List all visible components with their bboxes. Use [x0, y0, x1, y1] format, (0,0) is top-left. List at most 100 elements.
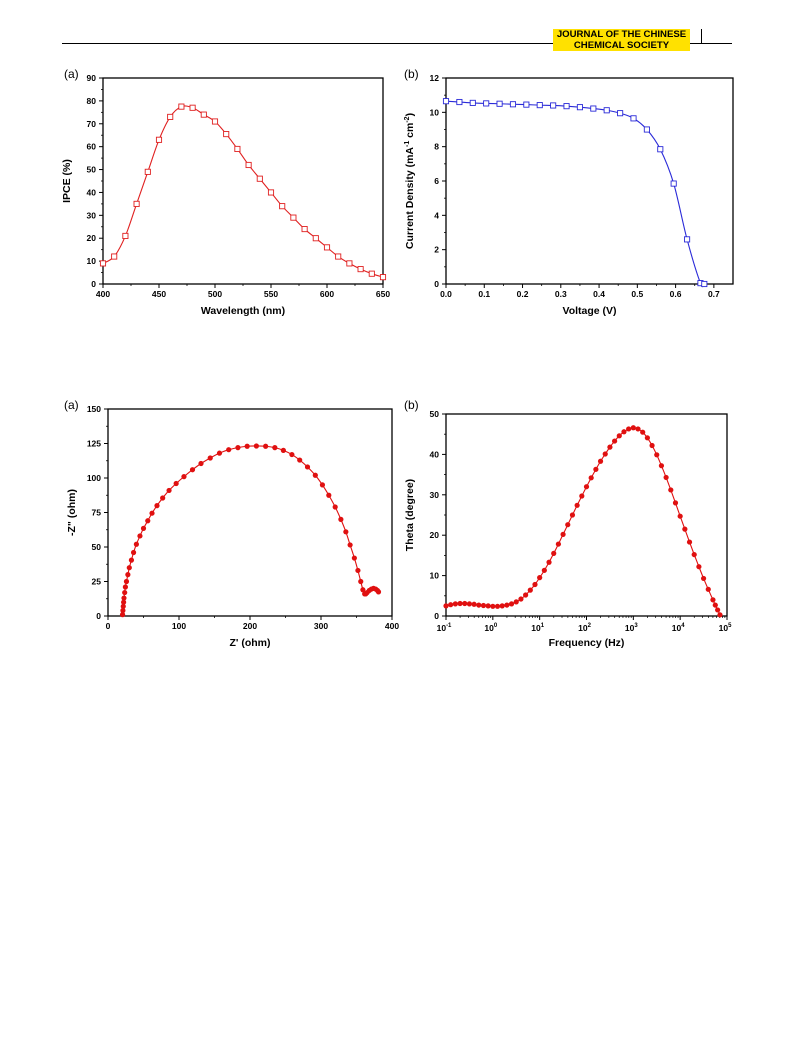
x-tick-label: 600	[320, 289, 334, 299]
data-point	[144, 168, 151, 175]
x-tick-label: 650	[376, 289, 390, 299]
data-point	[483, 100, 490, 107]
x-tick-label: 104	[672, 623, 685, 633]
data-point	[99, 260, 107, 267]
data-point	[137, 533, 143, 539]
panel-label: (a)	[64, 67, 79, 81]
y-tick-label: 90	[87, 73, 97, 83]
y-tick-label: 50	[92, 542, 102, 552]
data-point	[691, 551, 697, 558]
data-point	[211, 118, 219, 125]
data-point	[223, 131, 230, 138]
data-point	[597, 458, 604, 464]
data-point	[649, 442, 655, 449]
data-point	[167, 113, 174, 120]
data-point	[602, 451, 608, 457]
data-point	[379, 274, 387, 281]
data-point	[123, 578, 130, 585]
data-point	[541, 567, 547, 573]
data-point	[335, 253, 342, 260]
data-point	[178, 103, 185, 110]
data-point	[290, 214, 297, 221]
data-point	[579, 493, 585, 499]
x-tick-label: 200	[243, 621, 257, 631]
data-point	[607, 444, 613, 450]
data-point	[630, 425, 636, 431]
data-point	[263, 443, 269, 449]
data-point	[583, 484, 590, 490]
data-point	[710, 597, 716, 603]
y-tick-label: 100	[87, 473, 101, 483]
data-point	[494, 603, 501, 609]
y-axis-title: Theta (degree)	[404, 479, 416, 551]
y-tick-label: 10	[430, 571, 440, 581]
series-line	[445, 100, 705, 288]
data-point	[375, 589, 382, 595]
data-point	[226, 447, 232, 453]
data-point	[338, 516, 344, 523]
y-tick-label: 30	[430, 490, 440, 500]
series-line	[122, 445, 379, 615]
y-tick-label: 150	[87, 404, 101, 414]
data-point	[663, 474, 669, 481]
x-tick-label: 0.6	[670, 289, 682, 299]
data-point	[154, 503, 160, 509]
data-point	[121, 599, 127, 605]
data-point	[537, 575, 543, 581]
data-point	[677, 513, 683, 519]
x-tick-label: 105	[719, 623, 732, 633]
data-point	[457, 600, 463, 607]
y-tick-label: 70	[87, 119, 97, 129]
x-tick-label: 0.2	[517, 289, 529, 299]
y-tick-label: 10	[87, 256, 97, 266]
data-point	[603, 107, 610, 114]
data-point	[122, 589, 128, 596]
data-point	[476, 602, 482, 608]
y-tick-label: 125	[87, 439, 101, 449]
data-point	[312, 472, 318, 478]
data-point	[200, 111, 207, 118]
data-point	[560, 531, 566, 537]
data-point	[160, 495, 166, 501]
x-tick-label: 10-1	[437, 623, 452, 633]
data-point	[640, 429, 646, 435]
data-point	[244, 443, 250, 449]
data-point	[448, 602, 454, 608]
y-tick-label: 40	[430, 449, 440, 459]
data-point	[304, 464, 311, 470]
data-point	[181, 474, 187, 480]
data-point	[626, 426, 632, 432]
data-point	[536, 102, 543, 109]
panel-label: (a)	[64, 398, 79, 412]
data-point	[684, 236, 691, 243]
data-point	[133, 200, 140, 207]
data-point	[355, 567, 361, 574]
data-point	[351, 555, 357, 561]
data-point	[343, 529, 349, 535]
data-point	[323, 244, 331, 251]
data-point	[523, 592, 529, 598]
y-axis-title: IPCE (%)	[61, 159, 73, 203]
y-tick-label: 2	[434, 245, 439, 255]
data-point	[332, 504, 338, 510]
data-point	[616, 433, 622, 439]
y-tick-label: 50	[87, 165, 97, 175]
x-tick-label: 102	[578, 623, 591, 633]
chart-ipce: (a) 0 10 20 30 40 50 60 70 80 90 400 450 500 550 600 650…	[61, 67, 390, 317]
data-point	[686, 539, 693, 545]
data-point	[644, 435, 650, 441]
x-tick-label: 0	[106, 621, 111, 631]
data-point	[471, 601, 477, 607]
data-point	[456, 98, 463, 106]
data-point	[149, 510, 155, 516]
data-point	[319, 482, 326, 488]
data-point	[297, 457, 303, 463]
y-tick-label: 40	[87, 187, 97, 197]
data-point	[712, 602, 718, 608]
y-tick-label: 4	[434, 210, 439, 220]
x-tick-label: 0.3	[555, 289, 567, 299]
data-point	[551, 550, 557, 556]
data-point	[635, 426, 641, 432]
data-point	[346, 260, 353, 267]
data-point	[130, 549, 137, 556]
